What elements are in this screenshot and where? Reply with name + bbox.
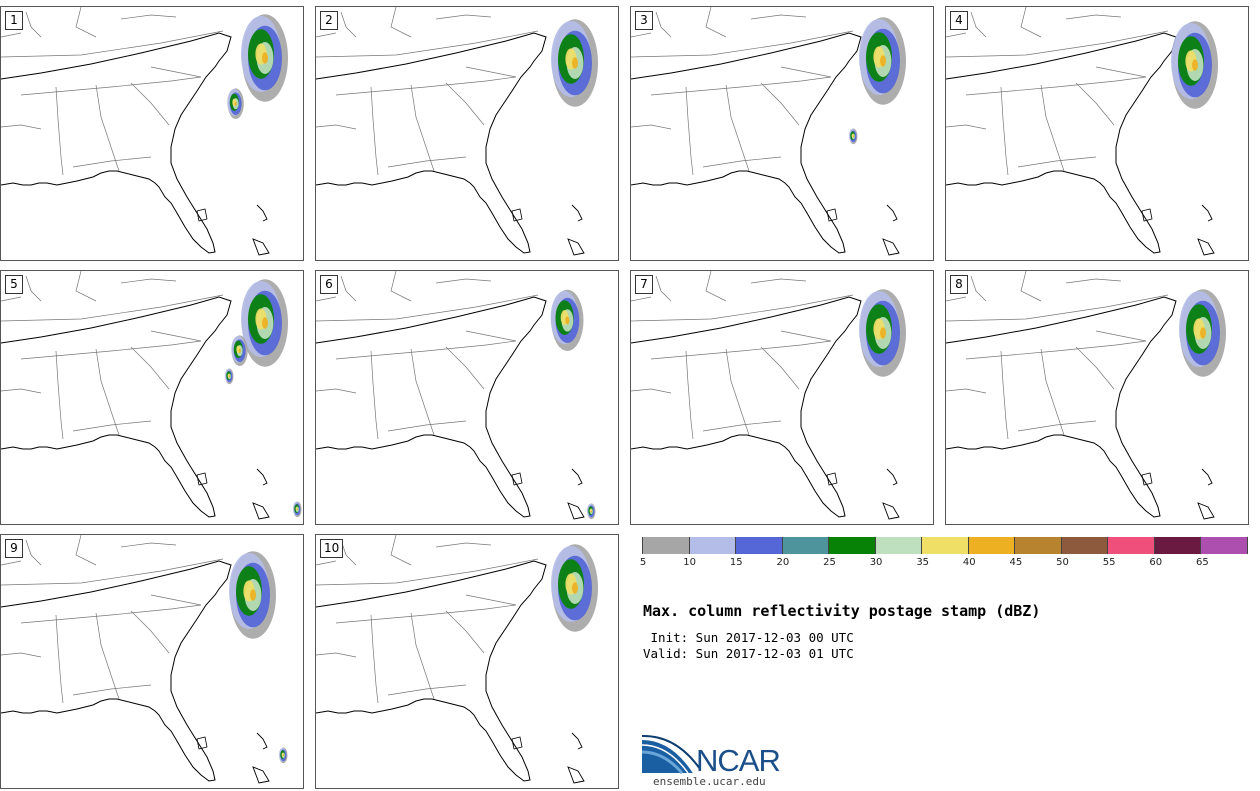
ncar-logo-text: NCAR [696, 743, 781, 778]
colorbar-swatch-10 [1108, 537, 1155, 554]
colorbar-swatch-8 [1015, 537, 1062, 554]
member-map-6 [316, 271, 596, 520]
ensemble-member-panel-2: 2 [315, 6, 619, 261]
member-number-5: 5 [5, 275, 23, 294]
member-number-2: 2 [320, 11, 338, 30]
member-map-3 [631, 7, 906, 256]
colorbar-tick-60: 60 [1149, 557, 1163, 568]
init-time: Init: Sun 2017-12-03 00 UTC [643, 630, 854, 645]
colorbar-tick-20: 20 [776, 557, 790, 568]
member-map-9 [1, 535, 288, 784]
storm-cell-6-0 [550, 289, 584, 351]
colorbar-swatch-0 [642, 537, 690, 554]
ensemble-member-panel-5: 5 [0, 270, 304, 525]
member-map-4 [946, 7, 1218, 256]
storm-cell-1-1 [227, 88, 244, 119]
storm-cell-3-1 [849, 128, 858, 145]
member-number-3: 3 [635, 11, 653, 30]
colorbar-swatch-6 [922, 537, 969, 554]
colorbar-tick-55: 55 [1102, 557, 1116, 568]
colorbar-swatch-12 [1201, 537, 1248, 554]
colorbar-tick-50: 50 [1056, 557, 1069, 568]
colorbar-tick-25: 25 [823, 557, 836, 568]
member-map-5 [1, 271, 302, 520]
valid-time: Valid: Sun 2017-12-03 01 UTC [643, 646, 854, 661]
storm-cell-5-3 [293, 501, 302, 518]
ensemble-member-panel-8: 8 [945, 270, 1249, 525]
member-number-8: 8 [950, 275, 968, 294]
colorbar-swatch-9 [1061, 537, 1109, 554]
ensemble-member-panel-9: 9 [0, 534, 304, 789]
storm-cell-9-0 [229, 551, 276, 639]
plot-title: Max. column reflectivity postage stamp (… [643, 602, 1041, 620]
colorbar-tick-30: 30 [869, 557, 883, 568]
colorbar-swatch-5 [875, 537, 923, 554]
colorbar-tick-40: 40 [962, 557, 976, 568]
colorbar-tick-10: 10 [683, 557, 696, 568]
logo-url: ensemble.ucar.edu [653, 775, 766, 788]
member-map-2 [316, 7, 598, 256]
storm-cell-7-0 [859, 289, 906, 377]
member-number-1: 1 [5, 11, 23, 30]
member-map-8 [946, 271, 1226, 520]
member-number-6: 6 [320, 275, 338, 294]
storm-cell-5-0 [241, 279, 288, 367]
colorbar-tick-65: 65 [1196, 557, 1209, 568]
member-number-7: 7 [635, 275, 653, 294]
colorbar-swatch-2 [736, 537, 783, 554]
member-map-1 [1, 7, 288, 256]
storm-cell-10-0 [551, 544, 598, 632]
colorbar-tick-35: 35 [916, 557, 930, 568]
storm-cell-5-1 [231, 335, 248, 366]
colorbar [642, 537, 1248, 554]
colorbar-swatch-7 [968, 537, 1016, 554]
member-map-10 [316, 535, 598, 784]
member-map-7 [631, 271, 906, 520]
ensemble-member-panel-10: 10 [315, 534, 619, 789]
ensemble-member-panel-7: 7 [630, 270, 934, 525]
colorbar-tick-5: 5 [639, 557, 647, 568]
storm-cell-1-0 [241, 14, 288, 102]
colorbar-swatch-4 [829, 537, 876, 554]
storm-cell-2-0 [551, 19, 598, 107]
member-number-4: 4 [950, 11, 968, 30]
ncar-logo-icon [642, 734, 701, 774]
colorbar-swatch-11 [1154, 537, 1202, 554]
storm-cell-6-1 [587, 503, 596, 520]
colorbar-ticks: 5 10 15 20 25 30 35 40 45 50 55 60 65 [639, 557, 1248, 571]
member-number-9: 9 [5, 539, 23, 558]
ensemble-member-panel-3: 3 [630, 6, 934, 261]
ensemble-member-panel-6: 6 [315, 270, 619, 525]
colorbar-swatch-3 [782, 537, 830, 554]
storm-cell-8-0 [1179, 289, 1226, 377]
storm-cell-3-0 [859, 17, 906, 105]
ensemble-member-panel-1: 1 [0, 6, 304, 261]
ensemble-member-panel-4: 4 [945, 6, 1249, 261]
colorbar-tick-45: 45 [1009, 557, 1023, 568]
colorbar-swatch-1 [689, 537, 737, 554]
member-number-10: 10 [320, 539, 344, 558]
storm-cell-4-0 [1171, 21, 1218, 109]
colorbar-tick-15: 15 [729, 557, 743, 568]
storm-cell-9-1 [279, 747, 288, 764]
storm-cell-5-2 [225, 368, 234, 385]
